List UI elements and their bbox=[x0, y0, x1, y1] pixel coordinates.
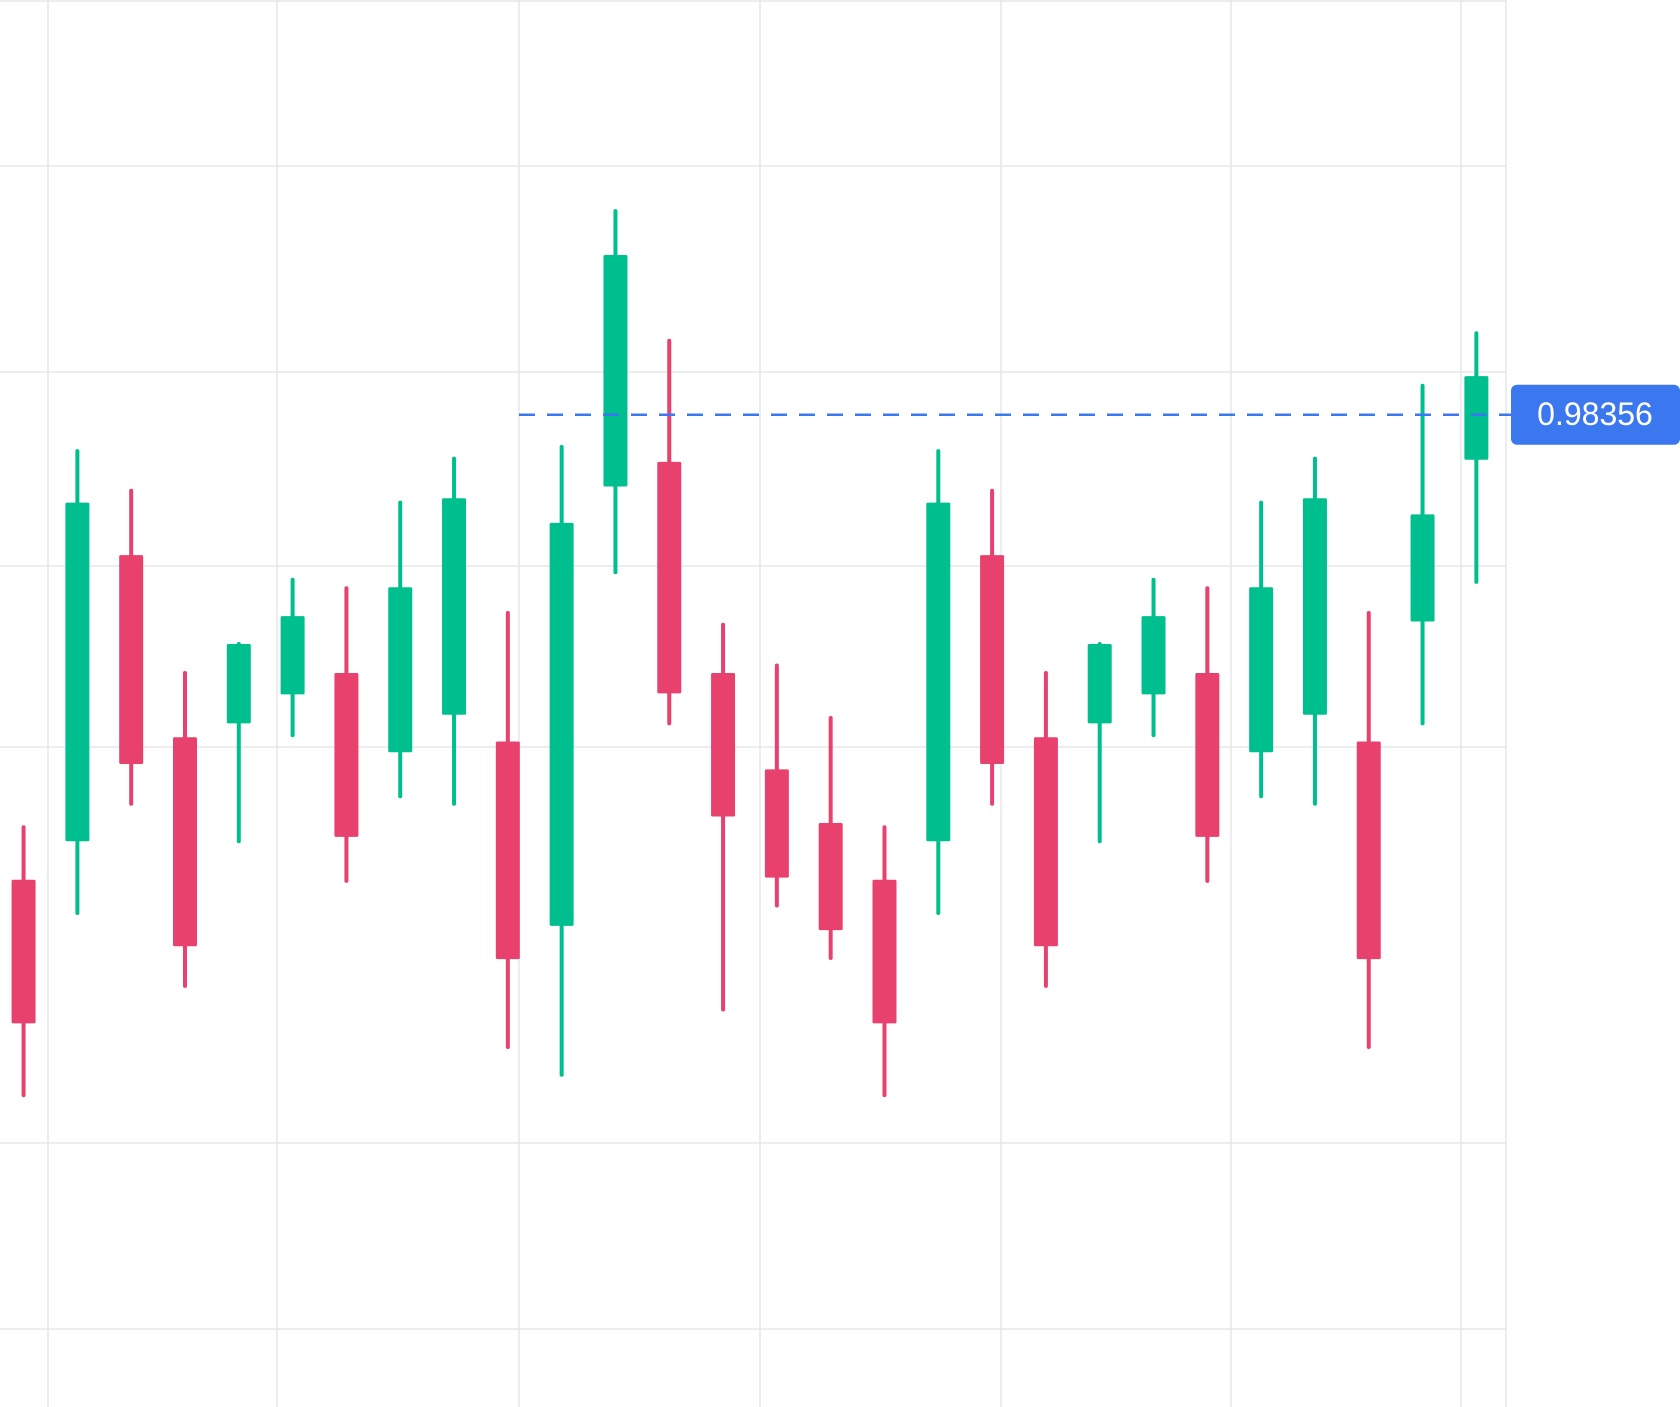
candle-body bbox=[980, 555, 1005, 765]
candle-body bbox=[926, 502, 951, 842]
candle-body bbox=[1249, 587, 1274, 753]
candle-body bbox=[226, 644, 251, 724]
candle-body bbox=[1141, 616, 1166, 695]
candle-body bbox=[549, 522, 574, 926]
price-label: 0.98356 bbox=[1537, 396, 1653, 432]
grid bbox=[0, 0, 1507, 1407]
candle-body bbox=[1087, 644, 1112, 724]
candle-body bbox=[711, 672, 736, 817]
candle-body bbox=[1464, 376, 1489, 460]
candle-body bbox=[11, 879, 36, 1024]
candle-body bbox=[764, 769, 789, 878]
price-label-bg bbox=[1511, 384, 1680, 445]
candle-body bbox=[603, 255, 628, 487]
candle-body bbox=[495, 741, 520, 960]
candle-body bbox=[657, 461, 682, 694]
candle-body bbox=[334, 672, 359, 837]
candle-body bbox=[818, 822, 843, 931]
candle-body bbox=[1356, 741, 1381, 960]
candle-body bbox=[1302, 498, 1327, 715]
candle-body bbox=[65, 502, 90, 842]
candle-body bbox=[1195, 672, 1220, 837]
candle-body bbox=[280, 616, 305, 695]
candle-body bbox=[1410, 514, 1435, 622]
candle-body bbox=[172, 737, 197, 947]
candle-body bbox=[388, 587, 413, 753]
candle-body bbox=[442, 498, 467, 715]
candle-body bbox=[872, 879, 897, 1024]
candle-body bbox=[1033, 737, 1058, 947]
candle-body bbox=[119, 555, 144, 765]
